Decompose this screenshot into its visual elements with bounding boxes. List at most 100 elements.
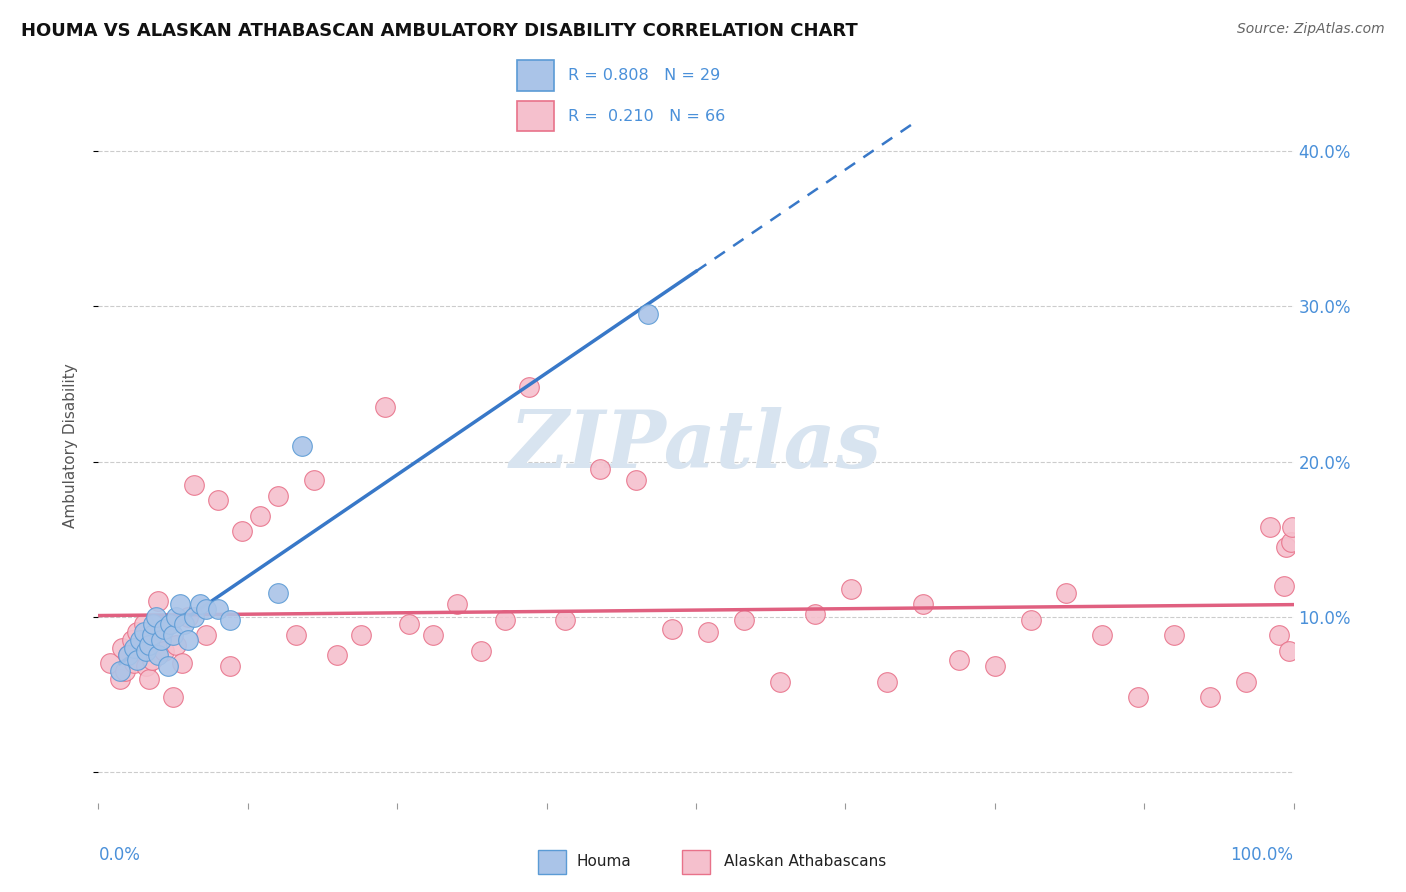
Point [661,622,683,636]
Point [422,628,444,642]
Point [153,644,176,658]
Point [1128,690,1150,705]
Text: R = 0.808   N = 29: R = 0.808 N = 29 [568,68,720,83]
Point [876,674,898,689]
Point [1272,579,1295,593]
Point [129,644,152,658]
Point [177,609,200,624]
Point [98,656,122,670]
Point [169,597,191,611]
Text: HOUMA VS ALASKAN ATHABASCAN AMBULATORY DISABILITY CORRELATION CHART: HOUMA VS ALASKAN ATHABASCAN AMBULATORY D… [21,22,858,40]
Point [494,613,516,627]
Point [841,582,863,596]
Point [149,632,172,647]
Point [231,524,253,539]
Point [165,609,187,624]
Point [267,586,290,600]
Point [108,672,131,686]
Point [117,648,139,663]
Text: ZIPatlas: ZIPatlas [510,408,882,484]
Point [1019,613,1042,627]
Point [733,613,755,627]
Point [148,648,170,663]
Point [1279,535,1302,549]
Point [626,473,648,487]
Point [697,625,720,640]
Point [219,659,242,673]
Point [350,628,373,642]
Point [183,477,205,491]
Point [165,638,187,652]
Point [148,594,170,608]
Point [589,462,612,476]
Point [804,607,827,621]
Point [188,597,211,611]
Point [326,648,349,663]
Point [398,617,420,632]
Point [1275,540,1298,554]
Point [374,401,396,415]
Point [138,638,160,652]
Point [1199,690,1222,705]
Point [172,656,194,670]
Point [129,632,152,647]
Text: 0.0%: 0.0% [98,846,141,863]
Point [132,625,155,640]
Point [111,640,134,655]
Point [141,628,163,642]
Point [114,664,136,678]
Point [291,439,314,453]
Point [1258,519,1281,533]
Text: R =  0.210   N = 66: R = 0.210 N = 66 [568,109,725,124]
Point [195,602,218,616]
Point [159,617,181,632]
Point [1281,519,1303,533]
FancyBboxPatch shape [537,850,565,873]
Point [1091,628,1114,642]
Point [1278,644,1301,658]
Point [145,609,167,624]
Point [162,690,184,705]
Point [249,508,271,523]
Text: Houma: Houma [576,855,631,869]
Point [117,648,139,663]
Text: Source: ZipAtlas.com: Source: ZipAtlas.com [1237,22,1385,37]
Point [124,640,146,655]
Point [173,617,195,632]
Point [135,659,157,673]
Point [517,380,540,394]
Point [1056,586,1078,600]
Point [554,613,576,627]
Point [153,622,176,636]
Point [207,602,229,616]
Point [768,674,790,689]
Point [177,632,200,647]
Point [156,659,179,673]
Point [156,617,179,632]
Point [141,653,163,667]
Point [302,473,325,487]
Point [195,628,218,642]
Point [948,653,970,667]
Point [446,597,468,611]
Point [219,613,242,627]
FancyBboxPatch shape [517,61,554,91]
Point [284,628,307,642]
Point [637,307,659,321]
Point [183,609,205,624]
Point [911,597,934,611]
Point [124,656,146,670]
Point [207,493,229,508]
FancyBboxPatch shape [517,101,554,131]
Point [125,653,148,667]
Point [121,632,143,647]
Point [470,644,492,658]
Point [1234,674,1257,689]
Point [108,664,131,678]
Y-axis label: Ambulatory Disability: Ambulatory Disability [63,364,77,528]
Point [142,617,165,632]
Point [984,659,1007,673]
Text: Alaskan Athabascans: Alaskan Athabascans [724,855,886,869]
Point [1163,628,1185,642]
Point [125,625,148,640]
